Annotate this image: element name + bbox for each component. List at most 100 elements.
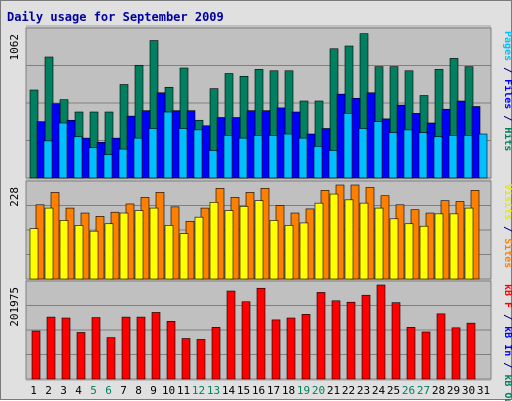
bar-visits-7 [119, 212, 129, 280]
bar-kb-f-17 [271, 319, 281, 380]
panel-hits-files-pages: 1062 Pages / Files / Hits [8, 27, 512, 179]
x-tick-label: 20 [312, 384, 325, 397]
legend-part: / [502, 356, 512, 374]
legend-part: kB F [502, 284, 512, 308]
bar-kb-f-18 [286, 317, 296, 380]
bar-pages-6 [118, 148, 128, 179]
bar-visits-13 [209, 202, 219, 280]
x-tick-label: 10 [162, 384, 175, 397]
x-tick-label: 4 [75, 384, 82, 397]
x-tick-label: 14 [222, 384, 236, 397]
bar-kb-f-12 [196, 339, 206, 380]
bar-kb-f-16 [256, 287, 266, 380]
x-tick-label: 18 [282, 384, 295, 397]
x-tick-label: 11 [177, 384, 190, 397]
bar-kb-f-28 [436, 313, 446, 380]
bar-visits-4 [74, 225, 84, 280]
bar-pages-15 [253, 135, 263, 179]
x-tick-label: 31 [477, 384, 490, 397]
legend-part: / [502, 308, 512, 326]
x-tick-label: 12 [192, 384, 205, 397]
bar-visits-20 [314, 202, 324, 280]
x-tick-label: 15 [237, 384, 250, 397]
bar-kb-f-5 [91, 317, 101, 380]
x-tick-label: 19 [297, 384, 310, 397]
bar-pages-22 [358, 128, 368, 179]
bar-kb-f-7 [121, 316, 131, 380]
bar-pages-26 [418, 132, 428, 179]
bar-kb-f-30 [466, 322, 476, 380]
bar-visits-12 [194, 216, 204, 280]
bar-pages-30 [478, 133, 488, 179]
legend-part: / [502, 109, 512, 127]
bar-kb-f-21 [331, 300, 341, 380]
bar-visits-5 [89, 230, 99, 280]
bar-pages-18 [298, 137, 308, 179]
x-tick-label: 22 [342, 384, 355, 397]
bar-visits-1 [29, 228, 39, 280]
bar-visits-18 [284, 225, 294, 280]
bar-kb-f-8 [136, 316, 146, 380]
bar-pages-14 [238, 137, 248, 179]
bar-kb-f-19 [301, 314, 311, 380]
legend-part: Files [502, 79, 512, 109]
bar-visits-15 [239, 206, 249, 280]
x-tick-label: 16 [252, 384, 265, 397]
x-tick-label: 21 [327, 384, 340, 397]
legend-part: Hits [502, 127, 512, 151]
x-tick-label: 29 [447, 384, 460, 397]
panel-kb-in-out: 201975 kB F / kB In / kB Out [8, 280, 512, 401]
bar-kb-f-3 [61, 317, 71, 380]
legend-part: Pages [502, 31, 512, 61]
y-max-label: 228 [8, 187, 21, 207]
x-tick-label: 5 [90, 384, 97, 397]
bar-pages-25 [403, 129, 413, 179]
bar-visits-2 [44, 207, 54, 280]
bar-kb-f-15 [241, 301, 251, 380]
legend-part: / [502, 220, 512, 238]
bar-kb-f-22 [346, 301, 356, 380]
bar-kb-f-27 [421, 331, 431, 380]
x-tick-label: 17 [267, 384, 280, 397]
x-tick-label: 13 [207, 384, 220, 397]
bar-visits-22 [344, 199, 354, 280]
bar-pages-16 [268, 135, 278, 179]
y-max-label: 201975 [8, 287, 21, 327]
x-tick-label: 27 [417, 384, 430, 397]
bar-visits-10 [164, 225, 174, 280]
bar-kb-f-13 [211, 327, 221, 380]
x-tick-label: 24 [372, 384, 386, 397]
bar-visits-17 [269, 220, 279, 280]
series-visits [29, 193, 474, 280]
bar-pages-2 [58, 122, 68, 179]
y-max-label: 1062 [8, 34, 21, 61]
bar-kb-f-23 [361, 294, 371, 380]
bar-pages-20 [328, 150, 338, 179]
bar-visits-14 [224, 210, 234, 280]
x-axis: 1 2 3 4 5 6 7 8 9 10 11 12 13 14 15 16 17 18 19 20 21 22 23 24 2… [30, 384, 490, 397]
series-pages [43, 111, 488, 179]
bar-visits-11 [179, 233, 189, 280]
bar-visits-25 [389, 218, 399, 280]
bar-pages-10 [178, 128, 188, 179]
bar-pages-23 [373, 121, 383, 179]
bar-pages-9 [163, 111, 173, 179]
bar-pages-1 [43, 140, 53, 179]
bar-visits-28 [434, 213, 444, 280]
legend-part: kB Out [502, 374, 512, 401]
legend-label: Visits / Sites [502, 184, 512, 268]
bar-pages-7 [133, 137, 143, 179]
bar-pages-24 [388, 132, 398, 179]
legend-part: Visits [502, 184, 512, 220]
x-tick-label: 28 [432, 384, 445, 397]
series-kb-f [31, 284, 476, 380]
bar-visits-24 [374, 207, 384, 280]
series-sites [35, 184, 480, 280]
bar-visits-26 [404, 223, 414, 280]
x-tick-label: 8 [135, 384, 142, 397]
bar-visits-6 [104, 223, 114, 280]
bar-visits-19 [299, 222, 309, 280]
legend-part: Sites [502, 238, 512, 268]
